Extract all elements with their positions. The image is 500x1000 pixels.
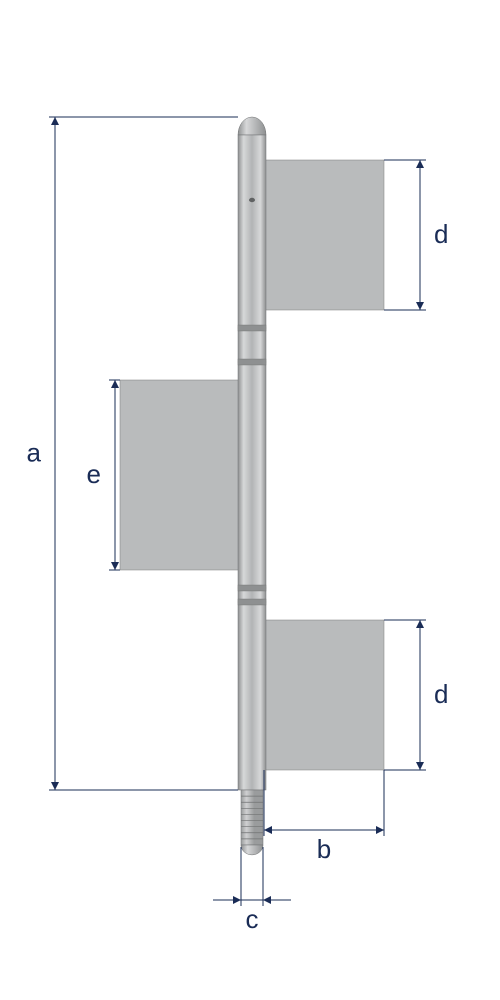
barrel-cap-top bbox=[238, 117, 266, 135]
hinge-leaf bbox=[264, 620, 384, 770]
barrel-segment bbox=[238, 328, 266, 362]
barrel-groove bbox=[238, 325, 266, 331]
dim-label: e bbox=[87, 459, 101, 489]
barrel-hole bbox=[249, 198, 255, 202]
hinge-leaf bbox=[264, 160, 384, 310]
dim-label: a bbox=[27, 438, 42, 468]
barrel-segment bbox=[238, 362, 266, 588]
pin-ball bbox=[241, 845, 263, 855]
dim-label: c bbox=[246, 904, 259, 934]
barrel-segment bbox=[238, 135, 266, 328]
dim-label: d bbox=[434, 679, 448, 709]
barrel-groove bbox=[238, 359, 266, 365]
barrel-groove bbox=[238, 585, 266, 591]
dim-label: d bbox=[434, 219, 448, 249]
hinge-dimension-diagram: a e d d b c bbox=[0, 0, 500, 1000]
barrel-groove bbox=[238, 599, 266, 605]
hinge-pin bbox=[241, 790, 263, 845]
barrel-segment bbox=[238, 602, 266, 790]
dim-label: b bbox=[317, 834, 331, 864]
hinge-leaf bbox=[120, 380, 240, 570]
